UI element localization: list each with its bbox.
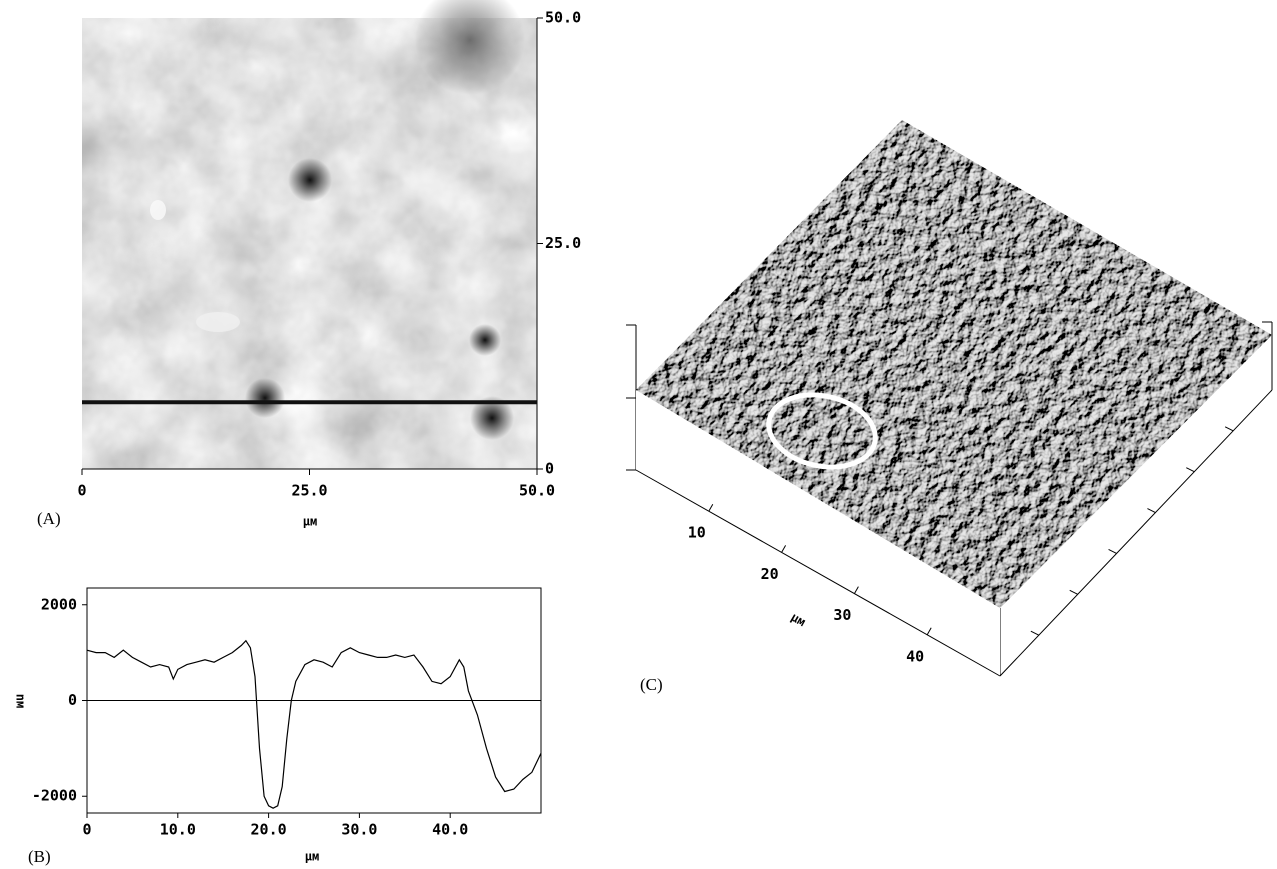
axis-tick — [1031, 631, 1039, 635]
x-tick-label: 10 — [688, 524, 706, 542]
panel-label: (B) — [28, 847, 51, 866]
x-tick-label: 50.0 — [519, 482, 555, 500]
axis-tick — [1225, 427, 1233, 431]
y-tick-label: 2000 — [41, 595, 77, 613]
bright-spot — [150, 200, 166, 220]
pit — [469, 324, 501, 356]
x-tick-label: 40.0 — [432, 821, 468, 839]
axis-tick — [1070, 590, 1078, 594]
x-tick-label: 40 — [906, 647, 924, 665]
panel-b: (B) μм nм 0 10.0 20.0 30.0 40.0 -2000 0 2000 — [14, 588, 542, 866]
axis-tick — [1186, 468, 1194, 472]
figure: (A) μм 0 25.0 50.0 0 25.0 50.0 (B) μм nм 0 10.… — [0, 0, 1277, 869]
x-tick-label: 30.0 — [341, 821, 377, 839]
surface — [636, 120, 1272, 608]
x-tick-label: 25.0 — [291, 482, 327, 500]
panel-label: (C) — [640, 675, 663, 694]
x-tick-label: 10.0 — [160, 821, 196, 839]
panel-c: (C) μм 10 20 30 40 — [626, 120, 1272, 694]
y-tick-label: 0 — [545, 460, 554, 478]
x-axis-label: μм — [303, 515, 317, 529]
axis-tick — [1147, 509, 1155, 513]
panel-a: (A) μм 0 25.0 50.0 0 25.0 50.0 — [37, 0, 581, 529]
x-tick-label: 0 — [82, 821, 91, 839]
pit — [245, 378, 285, 418]
x-tick-label: 0 — [77, 482, 86, 500]
x-axis-label: μм — [305, 850, 319, 864]
x-tick-label: 20.0 — [251, 821, 287, 839]
y-tick-label: 0 — [68, 691, 77, 709]
x-tick-label: 20 — [761, 565, 779, 583]
x-tick-label: 30 — [833, 606, 851, 624]
bright-spot — [196, 312, 240, 332]
x-axis-label: μм — [788, 610, 808, 629]
profile-line — [87, 641, 541, 809]
panel-label: (A) — [37, 509, 61, 528]
y-tick-label: 50.0 — [545, 9, 581, 27]
y-axis-label: nм — [14, 694, 28, 708]
y-tick-label: -2000 — [32, 787, 77, 805]
pit — [288, 158, 332, 202]
y-tick-label: 25.0 — [545, 234, 581, 252]
axis-tick — [1109, 549, 1117, 553]
